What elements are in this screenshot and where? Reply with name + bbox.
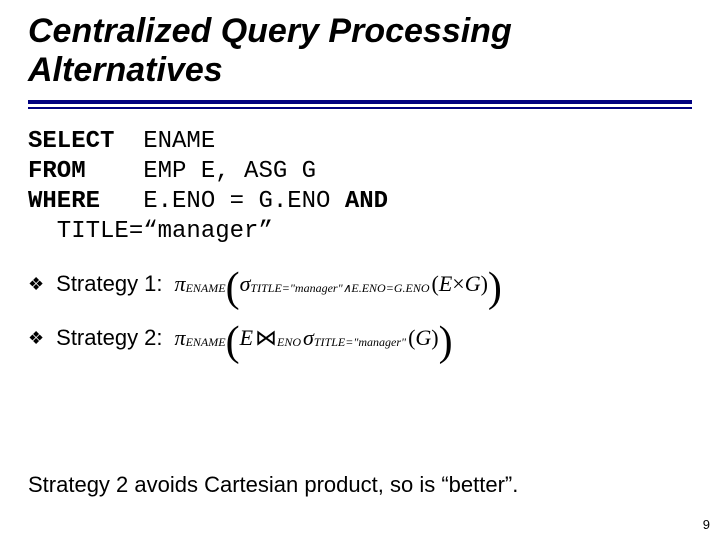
rparen: ) bbox=[481, 271, 488, 297]
join: ⋈ bbox=[255, 325, 277, 351]
kw-from: FROM bbox=[28, 158, 86, 185]
kw-and: AND bbox=[345, 188, 388, 215]
strategy-1-label: Strategy 1: bbox=[56, 271, 162, 297]
slide-number: 9 bbox=[703, 517, 710, 532]
sigma-sub: TITLE="manager" bbox=[314, 335, 406, 350]
rule-thin bbox=[28, 107, 692, 109]
E: E bbox=[240, 325, 253, 351]
sql-where-body: E.ENO = G.ENO bbox=[100, 188, 345, 215]
pi: π bbox=[175, 271, 186, 297]
sql-where-cont: TITLE=“manager” bbox=[28, 218, 273, 245]
strategies: ❖ Strategy 1: π ENAME ( σ TITLE="manager… bbox=[28, 271, 692, 351]
sigma: σ bbox=[240, 271, 251, 297]
kw-select: SELECT bbox=[28, 128, 114, 155]
strategy-1-row: ❖ Strategy 1: π ENAME ( σ TITLE="manager… bbox=[28, 271, 692, 297]
footer-note: Strategy 2 avoids Cartesian product, so … bbox=[28, 472, 518, 498]
G: G bbox=[465, 271, 481, 297]
sigma: σ bbox=[303, 325, 314, 351]
strategy-2-formula: π ENAME ( E ⋈ ENO σ TITLE="manager" ( G … bbox=[175, 325, 453, 351]
strategy-2-label: Strategy 2: bbox=[56, 325, 162, 351]
kw-where: WHERE bbox=[28, 188, 100, 215]
lparen: ( bbox=[408, 325, 415, 351]
pi-sub: ENAME bbox=[186, 335, 226, 350]
title-line-2: Alternatives bbox=[28, 51, 692, 90]
sigma-sub: TITLE="manager"∧E.ENO=G.ENO bbox=[250, 281, 429, 296]
join-sub: ENO bbox=[277, 335, 301, 350]
strategy-2-row: ❖ Strategy 2: π ENAME ( E ⋈ ENO σ TITLE=… bbox=[28, 325, 692, 351]
E: E bbox=[439, 271, 452, 297]
pi: π bbox=[175, 325, 186, 351]
diamond-bullet-icon: ❖ bbox=[28, 329, 44, 347]
slide: Centralized Query Processing Alternative… bbox=[0, 0, 720, 540]
sql-block: SELECT ENAME FROM EMP E, ASG G WHERE E.E… bbox=[28, 127, 692, 247]
pi-sub: ENAME bbox=[186, 281, 226, 296]
diamond-bullet-icon: ❖ bbox=[28, 275, 44, 293]
rparen: ) bbox=[431, 325, 438, 351]
slide-title: Centralized Query Processing Alternative… bbox=[28, 12, 692, 90]
title-line-1: Centralized Query Processing bbox=[28, 12, 692, 51]
strategy-1-formula: π ENAME ( σ TITLE="manager"∧E.ENO=G.ENO … bbox=[175, 271, 502, 297]
sql-col: ENAME bbox=[114, 128, 215, 155]
times: × bbox=[452, 271, 464, 297]
sql-from-body: EMP E, ASG G bbox=[86, 158, 316, 185]
G: G bbox=[415, 325, 431, 351]
lparen: ( bbox=[431, 271, 438, 297]
title-underline bbox=[28, 100, 692, 109]
rule-thick bbox=[28, 100, 692, 104]
